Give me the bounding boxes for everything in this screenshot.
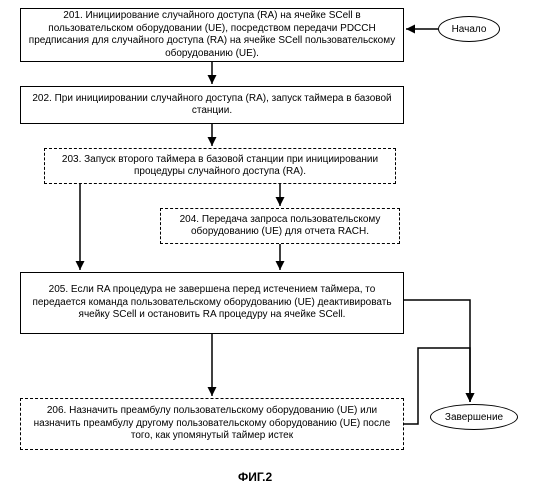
node-204-text: 204. Передача запроса пользовательскому … [166, 214, 394, 239]
terminal-start: Начало [438, 16, 500, 42]
node-204: 204. Передача запроса пользовательскому … [160, 208, 400, 244]
node-203-text: 203. Запуск второго таймера в базовой ст… [50, 154, 390, 179]
node-201: 201. Инициирование случайного доступа (R… [20, 8, 404, 62]
node-206-text: 206. Назначить преамбулу пользовательско… [26, 405, 398, 443]
node-203: 203. Запуск второго таймера в базовой ст… [44, 148, 396, 184]
node-201-text: 201. Инициирование случайного доступа (R… [26, 10, 398, 60]
node-205-text: 205. Если RA процедура не завершена пере… [26, 284, 398, 322]
figure-caption: ФИГ.2 [238, 470, 272, 484]
node-202: 202. При инициировании случайного доступ… [20, 86, 404, 124]
node-205: 205. Если RA процедура не завершена пере… [20, 272, 404, 334]
terminal-end: Завершение [430, 404, 518, 430]
terminal-end-label: Завершение [445, 412, 503, 423]
node-202-text: 202. При инициировании случайного доступ… [26, 93, 398, 118]
figure-caption-text: ФИГ.2 [238, 470, 272, 484]
terminal-start-label: Начало [452, 24, 487, 35]
node-206: 206. Назначить преамбулу пользовательско… [20, 398, 404, 450]
